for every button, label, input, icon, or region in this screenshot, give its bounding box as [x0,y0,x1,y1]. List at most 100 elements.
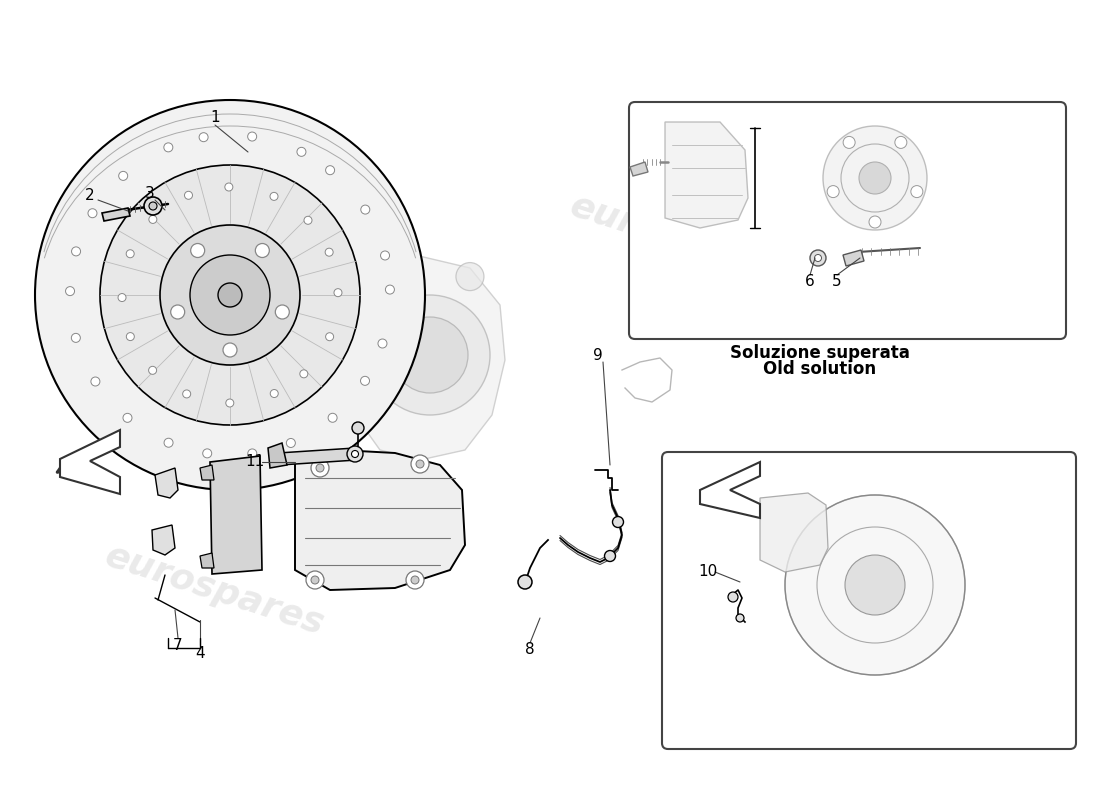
Circle shape [736,614,744,622]
Circle shape [326,166,334,174]
Circle shape [406,571,424,589]
Circle shape [605,550,616,562]
Polygon shape [155,468,178,498]
Circle shape [352,450,359,458]
Circle shape [255,243,270,258]
FancyBboxPatch shape [629,102,1066,339]
Circle shape [352,422,364,434]
Polygon shape [200,553,214,568]
Text: 6: 6 [805,274,815,290]
Circle shape [248,449,256,458]
Circle shape [224,183,233,191]
Circle shape [845,555,905,615]
Circle shape [304,216,312,224]
Text: 4: 4 [195,646,205,661]
Text: Old solution: Old solution [763,360,877,378]
Circle shape [190,243,205,258]
Text: 10: 10 [698,565,717,579]
Polygon shape [200,465,214,480]
Circle shape [311,576,319,584]
Circle shape [411,576,419,584]
Circle shape [411,455,429,473]
Circle shape [911,186,923,198]
Circle shape [270,192,278,200]
Polygon shape [152,525,175,555]
Circle shape [160,225,300,365]
Polygon shape [700,462,760,518]
Text: 11: 11 [245,454,265,470]
Text: 3: 3 [145,186,155,201]
Circle shape [827,186,839,198]
Circle shape [144,197,162,215]
Circle shape [869,216,881,228]
Circle shape [118,294,127,302]
Circle shape [518,575,532,589]
Polygon shape [760,493,828,572]
Text: Soluzione superata: Soluzione superata [730,344,910,362]
Circle shape [316,464,324,472]
Circle shape [126,333,134,341]
Circle shape [100,165,360,425]
Circle shape [190,255,270,335]
Circle shape [814,254,822,262]
Text: 7: 7 [173,638,183,653]
Circle shape [381,251,389,260]
Polygon shape [268,443,287,468]
Circle shape [361,376,370,386]
Circle shape [370,295,490,415]
Text: 1: 1 [210,110,220,126]
Circle shape [35,100,425,490]
Circle shape [218,283,242,307]
Polygon shape [630,162,648,176]
Circle shape [148,215,157,223]
Circle shape [119,171,128,180]
Circle shape [199,133,208,142]
Text: 9: 9 [593,347,603,362]
Circle shape [456,262,484,290]
Polygon shape [278,448,358,465]
Circle shape [392,317,468,393]
Circle shape [286,438,296,447]
Circle shape [275,305,289,319]
Circle shape [148,366,156,374]
Circle shape [378,339,387,348]
Circle shape [311,459,329,477]
Circle shape [728,592,738,602]
Circle shape [91,377,100,386]
Circle shape [223,343,236,357]
Circle shape [613,517,624,527]
Circle shape [126,250,134,258]
Circle shape [385,285,395,294]
Circle shape [338,301,365,329]
Circle shape [326,248,333,256]
Circle shape [164,143,173,152]
Circle shape [164,438,173,447]
Circle shape [183,390,190,398]
Text: 8: 8 [525,642,535,658]
Text: 5: 5 [833,274,842,290]
Circle shape [306,571,324,589]
Circle shape [202,449,211,458]
Text: eurospares: eurospares [566,189,794,291]
Polygon shape [102,208,130,221]
Polygon shape [60,430,120,494]
Circle shape [297,147,306,156]
Circle shape [810,250,826,266]
Circle shape [416,460,424,468]
Circle shape [66,286,75,296]
Circle shape [346,446,363,462]
Polygon shape [843,250,864,266]
Circle shape [123,414,132,422]
Polygon shape [666,122,748,228]
Circle shape [328,414,337,422]
Circle shape [185,191,192,199]
Circle shape [334,289,342,297]
Circle shape [843,137,855,149]
Circle shape [361,205,370,214]
Polygon shape [348,255,505,460]
Circle shape [148,202,157,210]
Polygon shape [295,450,465,590]
Circle shape [859,162,891,194]
Circle shape [72,334,80,342]
FancyBboxPatch shape [662,452,1076,749]
